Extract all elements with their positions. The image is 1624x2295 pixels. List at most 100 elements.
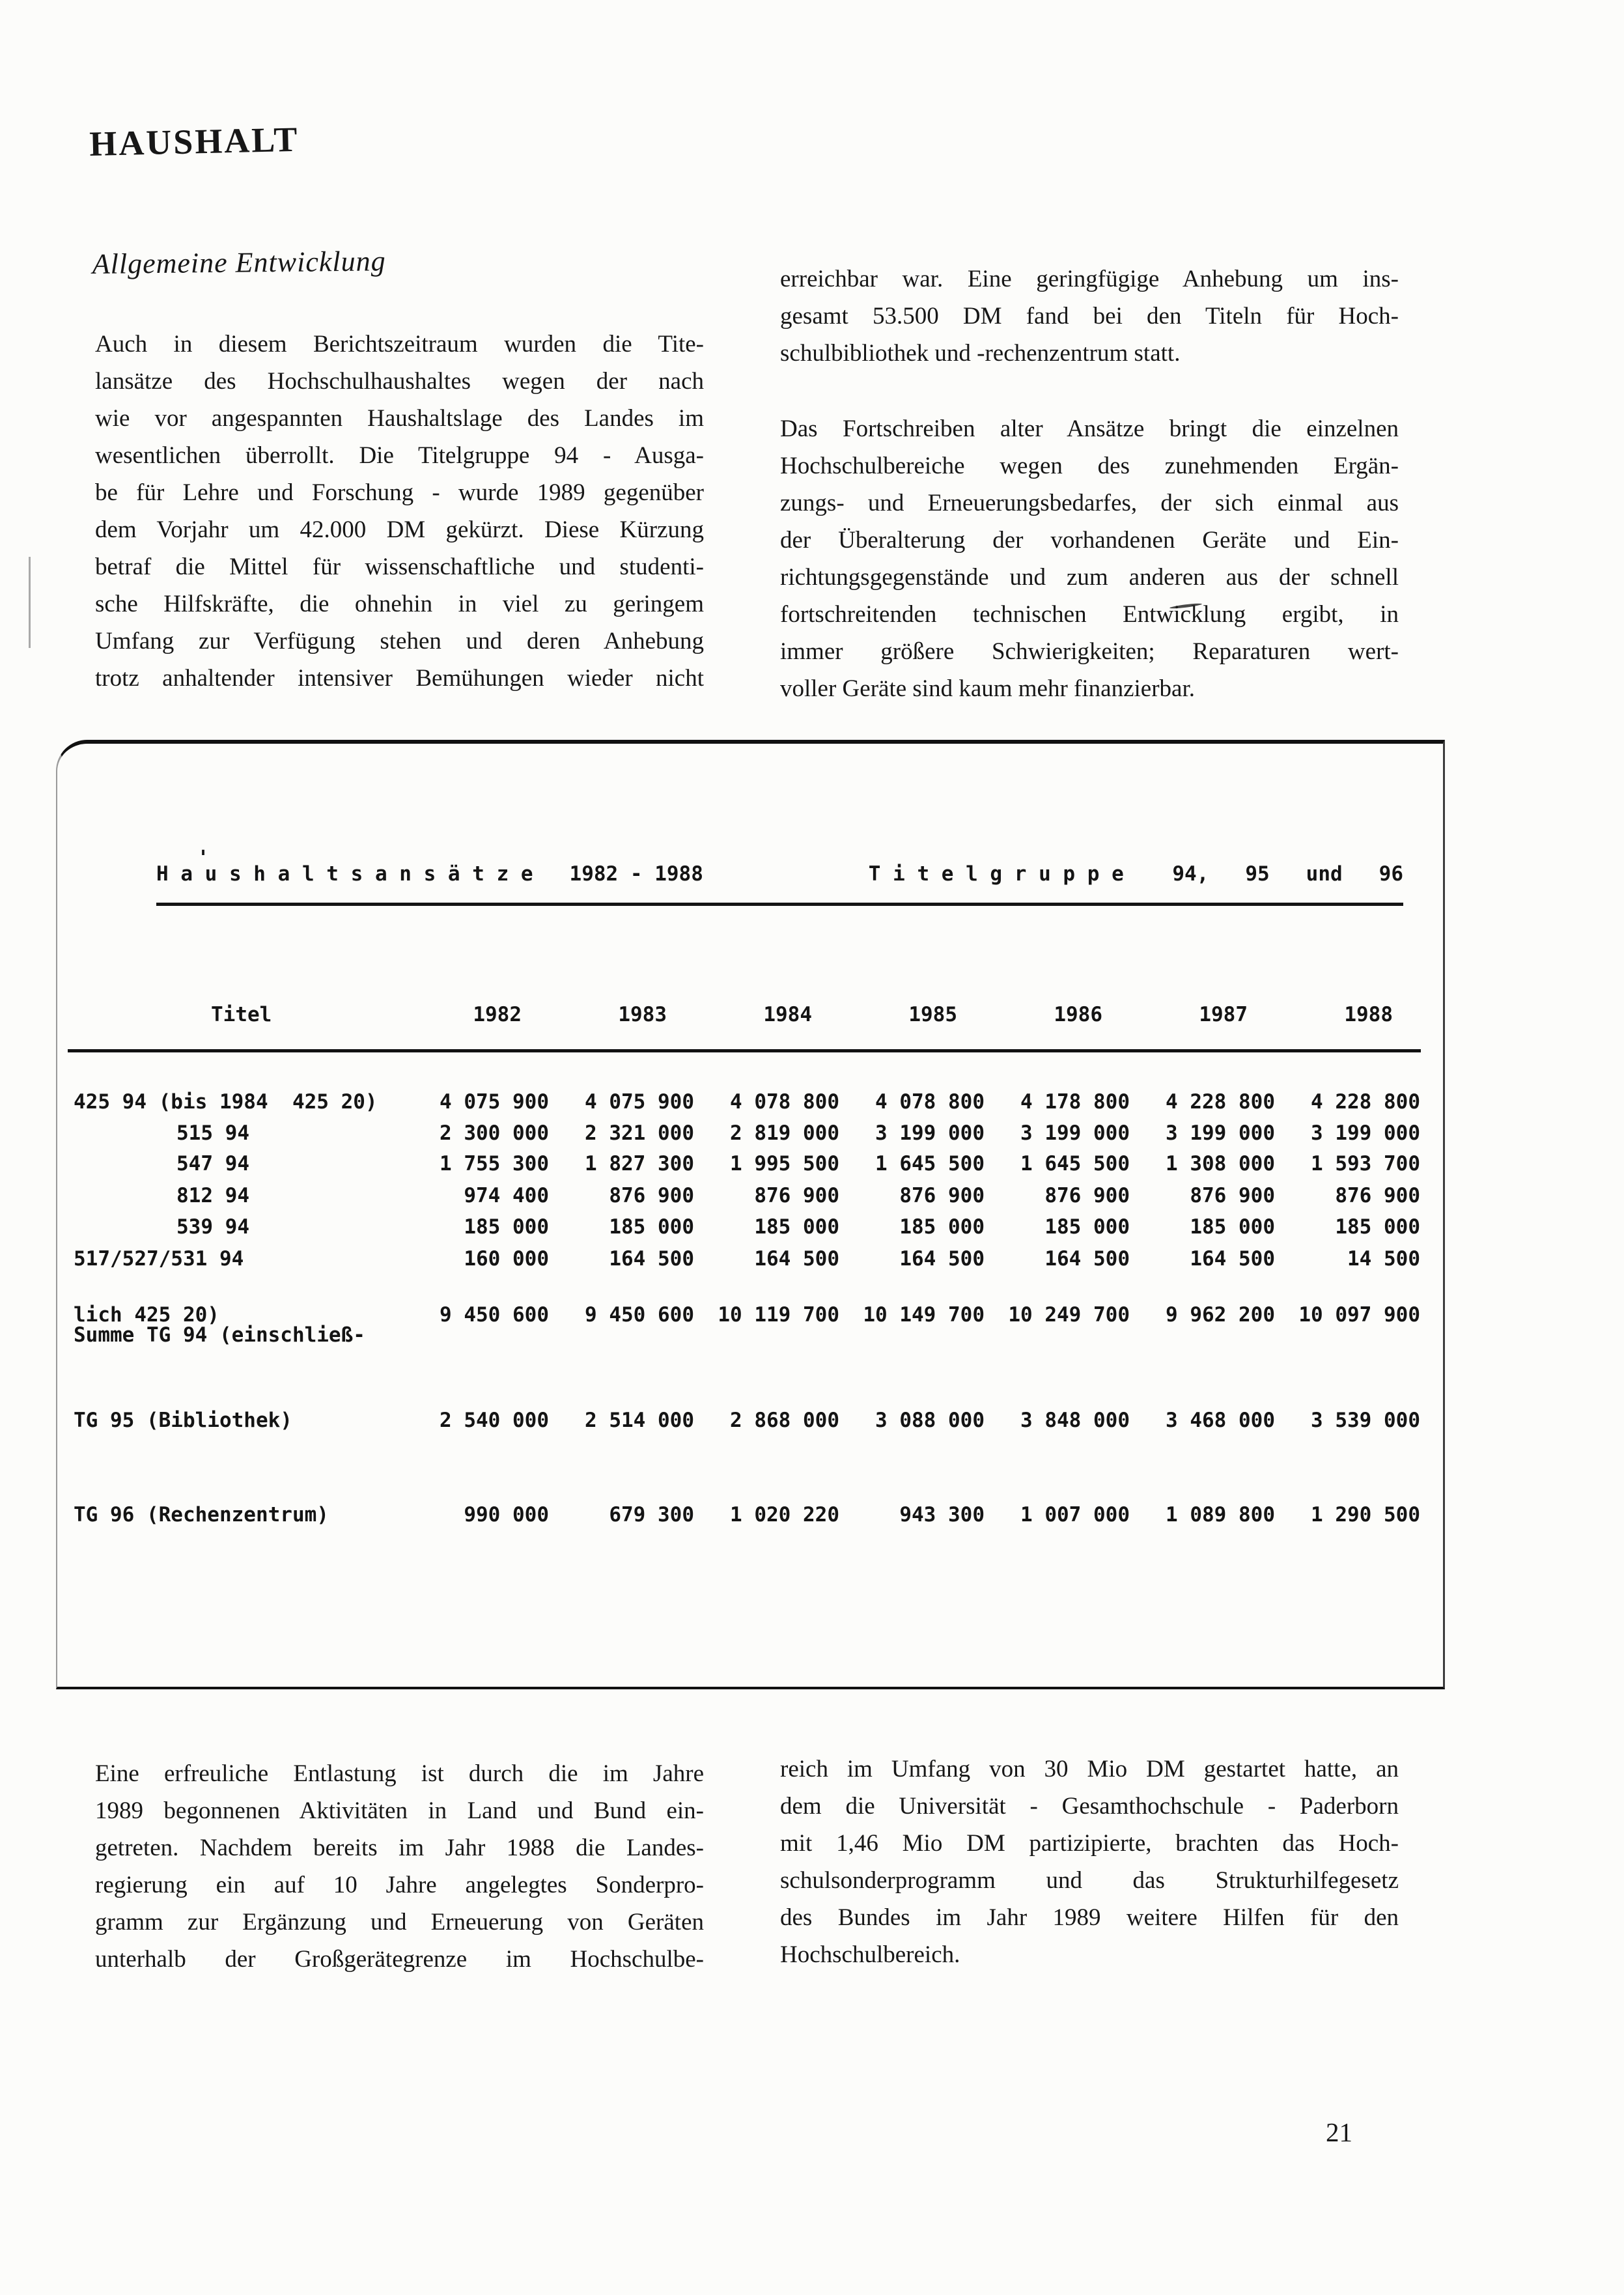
table-row: lich 425 20) 9 450 600 9 450 600 10 119 …: [57, 1303, 1425, 1327]
text-line: schulbibliothek und -rechenzentrum statt…: [780, 340, 1181, 367]
cell-value: 4 228 800: [1311, 1090, 1420, 1114]
cell-value: 164 500: [754, 1247, 839, 1271]
cell-value: 1 308 000: [1166, 1152, 1275, 1176]
cell-value: 3 539 000: [1311, 1409, 1420, 1432]
cell-value: 3 088 000: [875, 1409, 985, 1432]
row-label: lich 425 20): [74, 1303, 219, 1327]
table-row: 517/527/531 94 160 000 164 500 164 500 1…: [57, 1247, 1425, 1271]
column-header-year: 1984: [763, 1003, 812, 1026]
cell-value: 3 199 000: [1020, 1121, 1130, 1145]
text-line: trotz anhaltender intensiver Bemühungen …: [95, 665, 704, 692]
cell-value: 2 514 000: [585, 1409, 694, 1432]
text-line: betraf die Mittel für wissenschaftliche …: [95, 554, 704, 580]
column-header-year: 1987: [1199, 1003, 1248, 1026]
text-line: richtungsgegenstände und zum anderen aus…: [780, 564, 1399, 591]
text-line: Das Fortschreiben alter Ansätze bringt d…: [780, 415, 1399, 442]
cell-value: 185 000: [1044, 1215, 1130, 1239]
row-label: 517/527/531 94: [74, 1247, 244, 1271]
cell-value: 10 097 900: [1298, 1303, 1420, 1327]
cell-value: 876 900: [754, 1184, 839, 1207]
cell-value: 943 300: [899, 1503, 985, 1527]
cell-value: 3 199 000: [1166, 1121, 1275, 1145]
paragraph-left-bottom: Eine erfreuliche Entlastung ist durch di…: [95, 1755, 704, 1978]
table-header-row: Titel 1982 1983 1984 1985 1986 1987 1988: [57, 1003, 1425, 1026]
text-line: lansätze des Hochschulhaushaltes wegen d…: [95, 368, 704, 395]
scan-artifact-line: [29, 557, 31, 648]
table-title-right: T i t e l g r u p p e 94, 95 und 96: [868, 862, 1403, 886]
text-line: gesamt 53.500 DM fand bei den Titeln für…: [780, 303, 1399, 330]
text-line: reich im Umfang von 30 Mio DM gestartet …: [780, 1756, 1399, 1782]
cell-value: 2 321 000: [585, 1121, 694, 1145]
cell-value: 876 900: [609, 1184, 694, 1207]
cell-value: 10 119 700: [718, 1303, 839, 1327]
cell-value: 185 000: [1190, 1215, 1275, 1239]
text-line: Umfang zur Verfügung stehen und deren An…: [95, 628, 704, 655]
page-title: HAUSHALT: [89, 119, 300, 164]
cell-value: 185 000: [754, 1215, 839, 1239]
cell-value: 4 078 800: [875, 1090, 985, 1114]
text-line: unterhalb der Großgerätegrenze im Hochsc…: [95, 1946, 704, 1973]
cell-value: 9 450 600: [440, 1303, 549, 1327]
table-row: 539 94 185 000 185 000 185 000 185 000 1…: [57, 1215, 1425, 1239]
column-header-titel: Titel: [211, 1003, 272, 1026]
cell-value: 185 000: [899, 1215, 985, 1239]
column-header-year: 1986: [1054, 1003, 1102, 1026]
column-header-year: 1985: [908, 1003, 957, 1026]
cell-value: 185 000: [1335, 1215, 1420, 1239]
row-label: TG 95 (Bibliothek): [74, 1409, 292, 1432]
table-title-left: H a u s h a l t s a n s ä t z e 1982 - 1…: [156, 862, 703, 886]
cell-value: 3 468 000: [1166, 1409, 1275, 1432]
cell-value: 14 500: [1347, 1247, 1420, 1271]
cell-value: 990 000: [464, 1503, 549, 1527]
cell-value: 4 078 800: [730, 1090, 839, 1114]
table-row: 515 94 2 300 000 2 321 000 2 819 000 3 1…: [57, 1121, 1425, 1145]
table-row: TG 96 (Rechenzentrum) 990 000 679 300 1 …: [57, 1503, 1425, 1527]
cell-value: 9 962 200: [1166, 1303, 1275, 1327]
cell-value: 185 000: [464, 1215, 549, 1239]
text-line: mit 1,46 Mio DM partizipierte, brachten …: [780, 1830, 1399, 1857]
cell-value: 974 400: [464, 1184, 549, 1207]
cell-value: 1 995 500: [730, 1152, 839, 1176]
column-header-year: 1982: [473, 1003, 522, 1026]
cell-value: 876 900: [1044, 1184, 1130, 1207]
table-row: TG 95 (Bibliothek) 2 540 000 2 514 000 2…: [57, 1409, 1425, 1432]
text-line: wesentlichen überrollt. Die Titelgruppe …: [95, 442, 704, 469]
cell-value: 4 178 800: [1020, 1090, 1130, 1114]
cell-value: 1 827 300: [585, 1152, 694, 1176]
cell-value: 3 848 000: [1020, 1409, 1130, 1432]
text-line: immer größere Schwierigkeiten; Reparatur…: [780, 638, 1399, 665]
cell-value: 2 819 000: [730, 1121, 839, 1145]
cell-value: 164 500: [609, 1247, 694, 1271]
cell-value: 1 593 700: [1311, 1152, 1420, 1176]
text-line: Hochschulbereiche wegen des zunehmenden …: [780, 453, 1399, 479]
cell-value: 160 000: [464, 1247, 549, 1271]
cell-value: 1 290 500: [1311, 1503, 1420, 1527]
row-label: 547 94: [176, 1152, 249, 1176]
paragraph-right-top-1: erreichbar war. Eine geringfügige Anhebu…: [780, 260, 1399, 372]
text-line: Auch in diesem Berichtszeitraum wurden d…: [95, 331, 704, 358]
row-label: 812 94: [176, 1184, 249, 1207]
text-line: Eine erfreuliche Entlastung ist durch di…: [95, 1760, 704, 1787]
row-label-summe: Summe TG 94 (einschließ-: [74, 1282, 365, 1368]
cell-value: 3 199 000: [875, 1121, 985, 1145]
cell-value: 1 089 800: [1166, 1503, 1275, 1527]
table-row: 547 94 1 755 300 1 827 300 1 995 500 1 6…: [57, 1152, 1425, 1176]
text-line: wie vor angespannten Haushaltslage des L…: [95, 405, 704, 432]
table-title: H a u s h a l t s a n s ä t z e 1982 - 1…: [156, 862, 1403, 906]
cell-value: 876 900: [899, 1184, 985, 1207]
cell-value: 4 075 900: [440, 1090, 549, 1114]
cell-value: 10 149 700: [863, 1303, 985, 1327]
text-line: dem die Universität - Gesamthochschule -…: [780, 1793, 1399, 1820]
cell-value: 1 645 500: [875, 1152, 985, 1176]
text-line: 1989 begonnenen Aktivitäten in Land und …: [95, 1797, 704, 1824]
cell-value: 164 500: [899, 1247, 985, 1271]
text-line: zungs- und Erneuerungsbedarfes, der sich…: [780, 490, 1399, 516]
cell-value: 185 000: [609, 1215, 694, 1239]
row-label: 539 94: [176, 1215, 249, 1239]
paragraph-right-top-2: Das Fortschreiben alter Ansätze bringt d…: [780, 410, 1399, 707]
row-label-line: Summe TG 94 (einschließ-: [74, 1323, 365, 1347]
cell-value: 2 300 000: [440, 1121, 549, 1145]
row-label: TG 96 (Rechenzentrum): [74, 1503, 329, 1527]
text-line: sche Hilfskräfte, die ohnehin in viel zu…: [95, 591, 704, 617]
